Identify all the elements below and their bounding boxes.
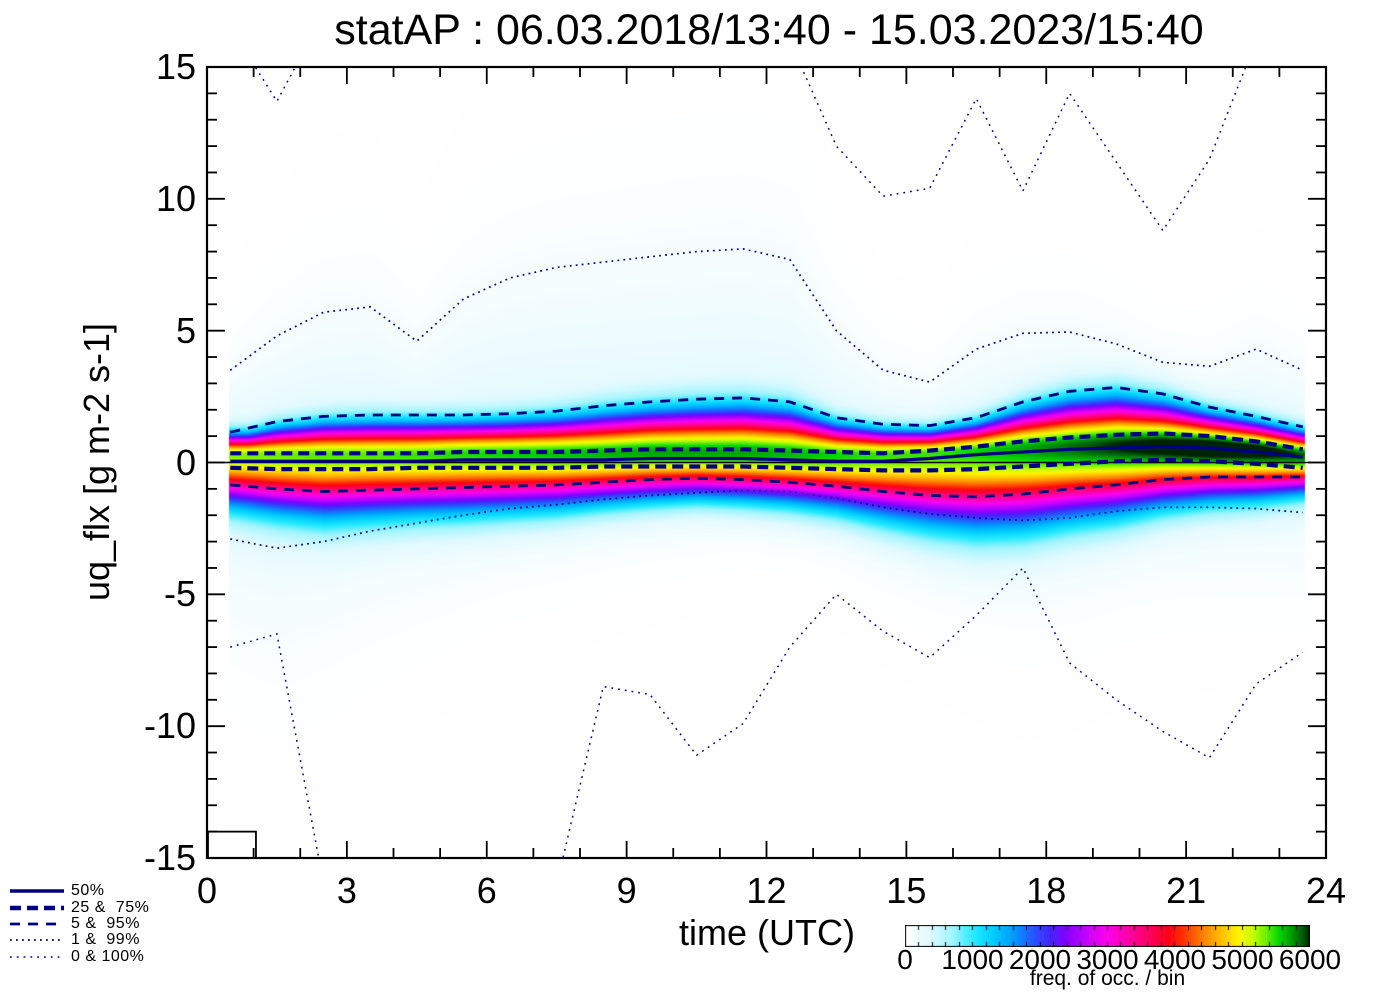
- legend-item-1-99-: 1 & 99%: [8, 931, 149, 949]
- x-tick-label: 0: [196, 870, 218, 911]
- legend-line-sample: [10, 939, 64, 942]
- contour-p0: [230, 566, 1304, 857]
- legend-item-label: 5 & 95%: [71, 914, 140, 932]
- y-tick-label: 5: [175, 309, 196, 351]
- x-tick-label: 21: [1166, 870, 1207, 911]
- colorbar-tick-label: 1000: [941, 944, 1004, 975]
- colorbar-tick-label: 0: [897, 944, 913, 975]
- contour-p95: [229, 385, 1304, 434]
- legend-line-sample: [10, 905, 64, 910]
- legend-item-label: 25 & 75%: [71, 898, 150, 916]
- colorbar-tick-label: 2000: [1008, 944, 1072, 975]
- contour-p25: [230, 457, 1303, 473]
- y-tick-label: 10: [155, 177, 196, 219]
- legend-line-sample: [10, 956, 64, 958]
- legend-item-5-95-: 5 & 95%: [8, 914, 149, 932]
- y-tick-label: -5: [163, 573, 196, 615]
- colorbar-label: freq. of occ. / bin: [1029, 967, 1186, 990]
- x-tick-label: 15: [886, 870, 927, 911]
- y-tick-label: 15: [155, 46, 196, 87]
- y-tick-label: -15: [143, 837, 196, 878]
- contour-p100: [255, 68, 1247, 232]
- x-tick-label: 24: [1305, 870, 1347, 911]
- contour-p50: [230, 445, 1303, 463]
- x-tick-label: 9: [616, 870, 637, 911]
- legend-item-25-75-: 25 & 75%: [8, 898, 150, 916]
- x-tick-label: 12: [746, 870, 787, 911]
- legend-item-label: 1 & 99%: [71, 931, 140, 949]
- legend-line-sample: [10, 889, 64, 893]
- y-tick-label: -10: [143, 705, 196, 747]
- plot-frame: [205, 65, 1328, 860]
- contour-p99: [229, 248, 1304, 384]
- contour-p75: [230, 431, 1304, 456]
- x-axis-label: time (UTC): [679, 912, 855, 953]
- legend-item-label: 0 & 100%: [71, 947, 145, 965]
- percentile-legend: 50% 25 & 75% 5 & 95% 1 & 99% 0 & 100%: [8, 882, 150, 965]
- percentile-contours: [229, 68, 1304, 857]
- legend-item-50-: 50%: [8, 882, 149, 900]
- legend-item-0-100-: 0 & 100%: [8, 947, 149, 965]
- legend-line-sample: [10, 922, 64, 926]
- plot-title: statAP : 06.03.2018/13:40 - 15.03.2023/1…: [334, 6, 1204, 54]
- contour-p5: [230, 475, 1303, 499]
- colorbar-tick-label: 5000: [1211, 944, 1274, 975]
- legend-item-label: 50%: [71, 882, 105, 900]
- colorbar-tick-label: 6000: [1278, 944, 1342, 975]
- colorbar-tick-label: 4000: [1143, 944, 1207, 975]
- axis-ticks: [206, 66, 1327, 859]
- colorbar: [905, 925, 1310, 947]
- x-tick-label: 18: [1026, 870, 1067, 911]
- x-tick-label: 6: [476, 870, 497, 911]
- x-tick-label: 3: [336, 870, 357, 911]
- y-tick-label: 0: [175, 441, 196, 483]
- colorbar-tick-label: 3000: [1076, 944, 1139, 975]
- contour-p1: [230, 489, 1303, 550]
- bin-size-box: [207, 830, 257, 859]
